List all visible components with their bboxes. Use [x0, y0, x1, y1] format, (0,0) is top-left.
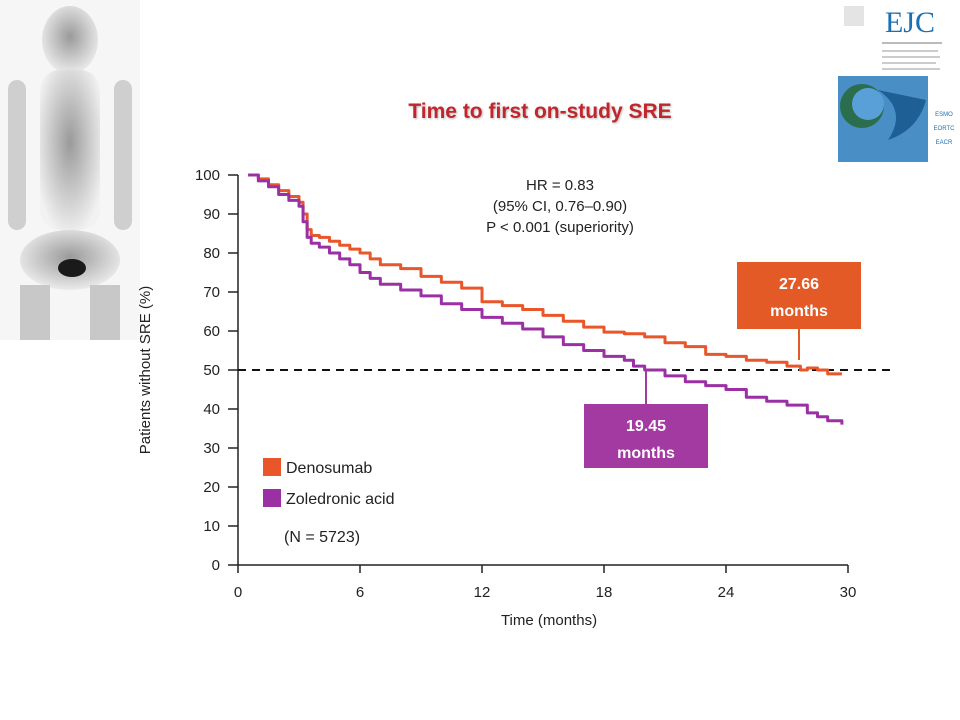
x-tick-label: 18: [596, 584, 613, 601]
confidence-interval: (95% CI, 0.76–0.90): [493, 198, 627, 215]
legend: Denosumab Zoledronic acid (N = 5723): [263, 458, 395, 546]
y-tick-label: 70: [203, 284, 220, 301]
callout-layer: 27.66 months 19.45 months: [584, 262, 861, 468]
journal-badge-1: ESMO: [935, 112, 953, 118]
x-ticks: 0 6 12 18 24 30: [234, 565, 857, 601]
journal-badge-2: EORTC: [934, 126, 956, 132]
journal-logo: EJC: [885, 6, 935, 39]
y-tick-label: 90: [203, 206, 220, 223]
y-axis-label: Patients without SRE (%): [137, 286, 154, 454]
y-tick-label: 40: [203, 401, 220, 418]
callout-box-zoledronic: [584, 404, 708, 468]
journal-badge-3: EACR: [936, 140, 953, 146]
callout-value-denosumab: 27.66: [779, 276, 819, 293]
legend-label-zoledronic: Zoledronic acid: [286, 491, 395, 508]
x-tick-label: 24: [718, 584, 735, 601]
x-axis-label: Time (months): [501, 612, 597, 629]
sample-size: (N = 5723): [284, 529, 360, 546]
legend-label-denosumab: Denosumab: [286, 460, 372, 477]
legend-swatch-denosumab: [263, 458, 281, 476]
y-tick-label: 100: [195, 167, 220, 184]
axes: 0 10 20 30 40 50 60 70 80 90 100 0 6 12 18 24 30 Patien…: [137, 167, 856, 629]
callout-value-zoledronic: 19.45: [626, 418, 666, 435]
series-line-denosumab: [248, 173, 842, 376]
bone-scan-image: [0, 0, 140, 340]
series-layer: [248, 173, 844, 425]
y-tick-label: 80: [203, 245, 220, 262]
y-tick-label: 50: [203, 362, 220, 379]
stats-block: HR = 0.83 (95% CI, 0.76–0.90) P < 0.001 …: [486, 177, 634, 236]
p-value: P < 0.001 (superiority): [486, 219, 634, 236]
callout-unit-zoledronic: months: [617, 445, 675, 462]
y-tick-label: 20: [203, 479, 220, 496]
callout-unit-denosumab: months: [770, 303, 828, 320]
y-tick-label: 30: [203, 440, 220, 457]
series-line-zoledronic: [248, 173, 844, 425]
chart-title: Time to first on-study SRE: [408, 100, 672, 123]
y-ticks: 0 10 20 30 40 50 60 70 80 90 100: [195, 167, 238, 574]
x-tick-label: 0: [234, 584, 242, 601]
legend-swatch-zoledronic: [263, 489, 281, 507]
callout-box-denosumab: [737, 262, 861, 329]
hazard-ratio: HR = 0.83: [526, 177, 594, 194]
x-tick-label: 12: [474, 584, 491, 601]
y-tick-label: 10: [203, 518, 220, 535]
x-tick-label: 6: [356, 584, 364, 601]
y-tick-label: 60: [203, 323, 220, 340]
journal-cover-image: EJC ESMO EORTC EACR: [838, 0, 960, 162]
y-tick-label: 0: [212, 557, 220, 574]
x-tick-label: 30: [840, 584, 857, 601]
